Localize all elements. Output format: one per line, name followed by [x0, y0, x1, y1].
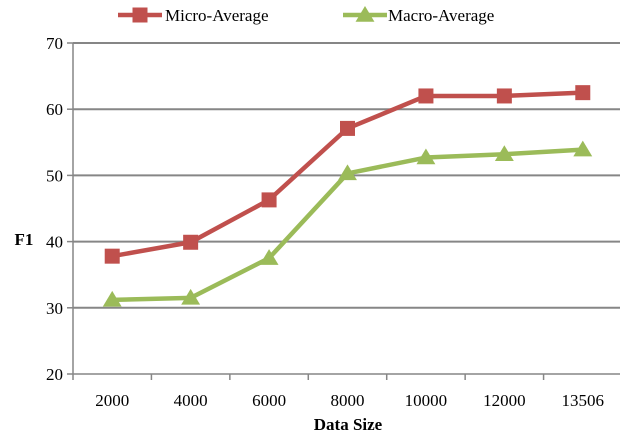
x-tick-labels: 2000 4000 6000 8000 10000 12000 13506 — [95, 391, 604, 410]
series-macro-average — [102, 140, 593, 307]
legend-label: Macro-Average — [388, 6, 494, 25]
data-point — [259, 249, 279, 265]
y-tick-label: 40 — [46, 233, 63, 252]
x-tick-label: 6000 — [252, 391, 286, 410]
data-point — [181, 288, 201, 305]
data-point — [416, 148, 436, 165]
x-tick-label: 4000 — [174, 391, 208, 410]
y-tick-label: 20 — [46, 365, 63, 384]
y-axis-title: F1 — [15, 230, 34, 249]
series-group — [102, 85, 593, 307]
legend: Micro-Average Macro-Average — [118, 6, 494, 25]
data-point — [183, 234, 199, 250]
x-tick-label: 10000 — [405, 391, 448, 410]
legend-item: Micro-Average — [118, 6, 269, 25]
data-point — [575, 85, 591, 101]
y-tick-label: 70 — [46, 34, 63, 53]
data-point — [494, 145, 514, 161]
x-tick-label: 13506 — [562, 391, 605, 410]
axes — [67, 42, 620, 380]
data-point — [340, 120, 355, 136]
data-point — [573, 140, 593, 157]
legend-label: Micro-Average — [165, 6, 269, 25]
y-tick-label: 50 — [46, 166, 63, 185]
x-tick-label: 2000 — [95, 391, 129, 410]
data-point — [261, 192, 277, 208]
x-tick-label: 12000 — [483, 391, 526, 410]
data-point — [418, 88, 434, 104]
data-point — [102, 290, 122, 307]
y-tick-labels: 20 30 40 50 60 70 — [46, 34, 63, 384]
legend-item: Macro-Average — [343, 6, 494, 25]
y-tick-label: 60 — [46, 100, 63, 119]
data-point — [104, 248, 120, 264]
x-tick-label: 8000 — [331, 391, 365, 410]
y-tick-label: 30 — [46, 299, 63, 318]
data-point — [496, 88, 512, 104]
legend-marker — [132, 7, 148, 23]
series-micro-average — [104, 85, 591, 264]
data-point — [338, 164, 357, 181]
x-axis-title: Data Size — [314, 415, 383, 434]
legend-marker — [355, 6, 375, 22]
